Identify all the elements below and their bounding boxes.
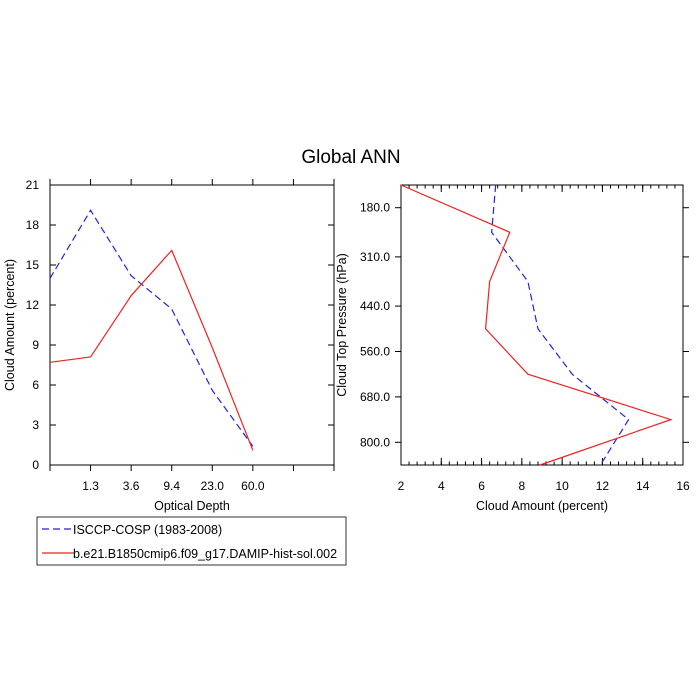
y-tick-label: 3 <box>32 418 39 432</box>
pressure-panel: 2 4 6 8 10 12 14 16 180.0 310.0 440.0 560.0 680.0 800… <box>335 184 690 513</box>
y-tick-label: 0 <box>32 458 39 472</box>
y-tick-label: 560.0 <box>360 344 390 358</box>
x-tick-label: 23.0 <box>201 479 225 493</box>
series-line-0 <box>491 184 630 466</box>
y-tick-label: 680.0 <box>360 390 390 404</box>
x-tick-label: 9.4 <box>163 479 180 493</box>
x-tick-label: 4 <box>438 479 445 493</box>
plot-frame <box>400 184 684 466</box>
y-tick-label: 12 <box>26 298 40 312</box>
legend-label-0: ISCCP-COSP (1983-2008) <box>73 523 222 537</box>
legend-label-1: b.e21.B1850cmip6.f09_g17.DAMIP-hist-sol.… <box>73 547 337 561</box>
legend: ISCCP-COSP (1983-2008) b.e21.B1850cmip6.f… <box>36 516 347 566</box>
x-tick-label: 10 <box>555 479 569 493</box>
x-tick-label: 2 <box>398 479 405 493</box>
y-tick-label: 6 <box>32 378 39 392</box>
series-line-1 <box>49 249 254 451</box>
x-tick-label: 8 <box>519 479 526 493</box>
y-axis-title: Cloud Top Pressure (hPa) <box>335 253 349 397</box>
y-tick-label: 310.0 <box>360 250 390 264</box>
y-tick-label: 21 <box>26 178 40 192</box>
x-tick-label: 6 <box>478 479 485 493</box>
optical-depth-panel: 0 3 6 9 12 15 18 21 1.3 3.6 9.4 23.0 60.0 Optical Dep… <box>3 178 335 513</box>
series-line-1 <box>400 184 673 466</box>
y-tick-label: 180.0 <box>360 201 390 215</box>
x-axis-title: Optical Depth <box>154 499 230 513</box>
series-line-0 <box>49 209 254 447</box>
x-tick-label: 1.3 <box>82 479 99 493</box>
y-tick-label: 800.0 <box>360 435 390 449</box>
y-axis-title: Cloud Amount (percent) <box>3 259 17 391</box>
y-tick-label: 9 <box>32 338 39 352</box>
plot-frame <box>49 184 335 466</box>
figure-title: Global ANN <box>301 147 400 168</box>
x-tick-label: 60.0 <box>241 479 265 493</box>
x-tick-label: 14 <box>636 479 650 493</box>
x-tick-label: 12 <box>596 479 610 493</box>
x-tick-label: 3.6 <box>123 479 140 493</box>
x-axis-title: Cloud Amount (percent) <box>476 499 608 513</box>
y-tick-label: 18 <box>26 218 40 232</box>
y-tick-label: 440.0 <box>360 299 390 313</box>
y-tick-label: 15 <box>26 258 40 272</box>
x-tick-label: 16 <box>676 479 690 493</box>
legend-box <box>36 516 347 566</box>
